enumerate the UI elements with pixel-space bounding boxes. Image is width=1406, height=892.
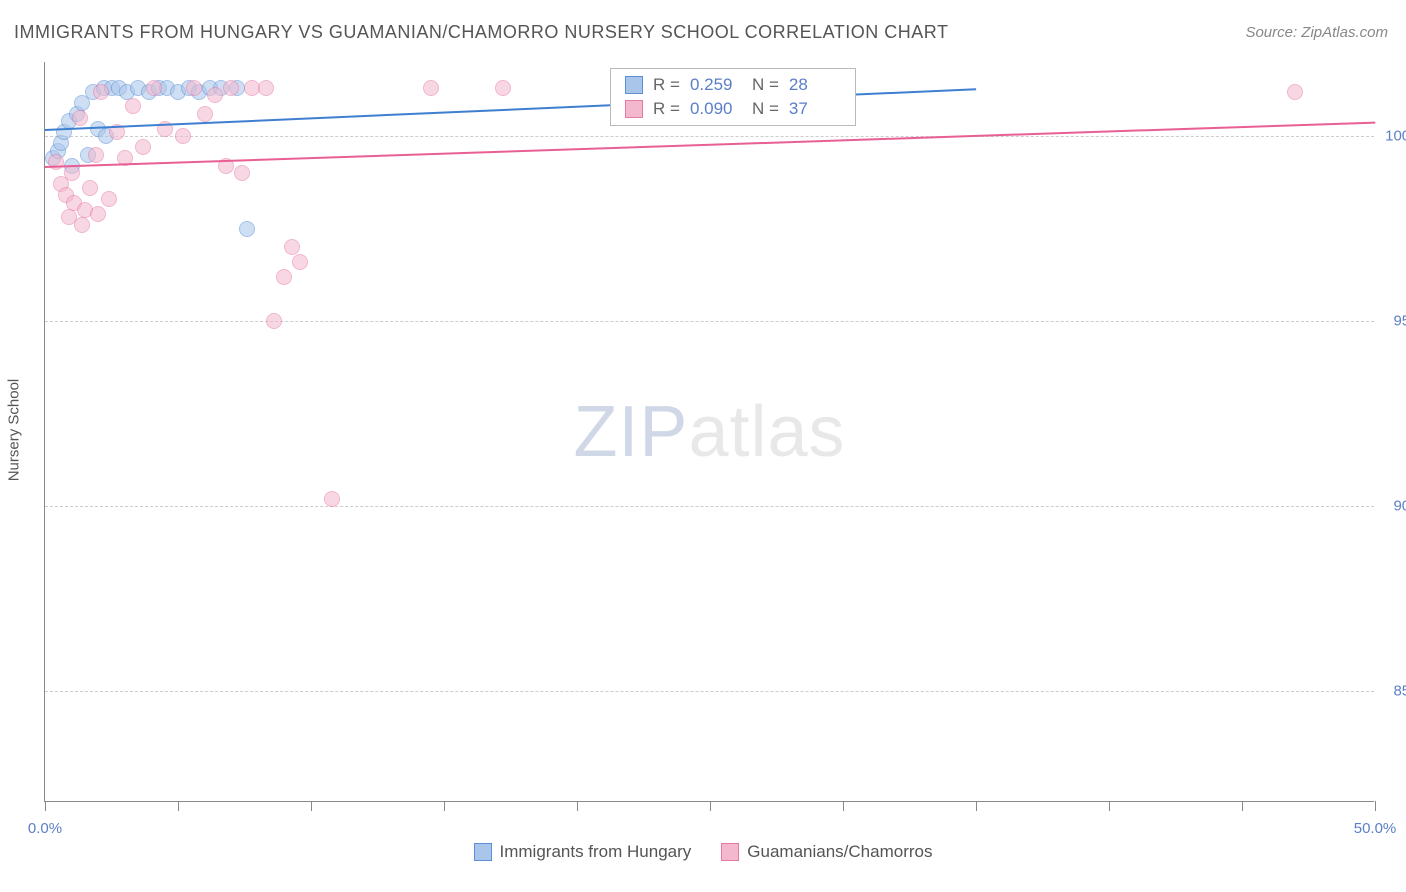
- data-point-guam: [207, 87, 223, 103]
- x-tick: [976, 801, 977, 811]
- data-point-guam: [146, 80, 162, 96]
- stats-row-hungary: R = 0.259 N = 28: [611, 73, 855, 97]
- x-tick: [1242, 801, 1243, 811]
- y-axis-label: Nursery School: [6, 379, 23, 482]
- data-point-guam: [1287, 84, 1303, 100]
- y-tick-label: 95.0%: [1380, 313, 1406, 330]
- watermark-part2: atlas: [688, 392, 845, 472]
- stats-row-guam: R = 0.090 N = 37: [611, 97, 855, 121]
- x-tick: [710, 801, 711, 811]
- watermark: ZIPatlas: [573, 391, 845, 473]
- data-point-guam: [423, 80, 439, 96]
- legend-swatch-hungary: [474, 843, 492, 861]
- r-label: R =: [653, 99, 680, 119]
- gridline: [45, 136, 1374, 137]
- swatch-hungary: [625, 76, 643, 94]
- x-tick-label: 50.0%: [1354, 820, 1397, 837]
- data-point-guam: [74, 217, 90, 233]
- n-value: 37: [789, 99, 841, 119]
- gridline: [45, 321, 1374, 322]
- legend-swatch-guam: [721, 843, 739, 861]
- x-tick: [311, 801, 312, 811]
- x-tick: [577, 801, 578, 811]
- correlation-stats-box: R = 0.259 N = 28 R = 0.090 N = 37: [610, 68, 856, 126]
- r-label: R =: [653, 75, 680, 95]
- data-point-guam: [223, 80, 239, 96]
- y-tick-label: 100.0%: [1380, 128, 1406, 145]
- legend-label: Guamanians/Chamorros: [747, 842, 932, 862]
- data-point-guam: [495, 80, 511, 96]
- data-point-guam: [284, 239, 300, 255]
- data-point-guam: [292, 254, 308, 270]
- data-point-guam: [101, 191, 117, 207]
- y-tick-label: 90.0%: [1380, 498, 1406, 515]
- x-tick-label: 0.0%: [28, 820, 62, 837]
- n-value: 28: [789, 75, 841, 95]
- data-point-guam: [135, 139, 151, 155]
- legend-item-hungary: Immigrants from Hungary: [474, 842, 692, 862]
- data-point-guam: [186, 80, 202, 96]
- data-point-guam: [90, 206, 106, 222]
- x-tick: [843, 801, 844, 811]
- gridline: [45, 506, 1374, 507]
- data-point-guam: [258, 80, 274, 96]
- legend: Immigrants from Hungary Guamanians/Chamor…: [0, 842, 1406, 862]
- data-point-guam: [234, 165, 250, 181]
- n-label: N =: [752, 75, 779, 95]
- data-point-guam: [125, 98, 141, 114]
- gridline: [45, 691, 1374, 692]
- data-point-guam: [93, 84, 109, 100]
- data-point-guam: [197, 106, 213, 122]
- data-point-guam: [72, 110, 88, 126]
- data-point-guam: [88, 147, 104, 163]
- swatch-guam: [625, 100, 643, 118]
- data-point-guam: [276, 269, 292, 285]
- n-label: N =: [752, 99, 779, 119]
- y-tick-label: 85.0%: [1380, 683, 1406, 700]
- legend-item-guam: Guamanians/Chamorros: [721, 842, 932, 862]
- regression-line-guam: [45, 121, 1375, 167]
- data-point-guam: [266, 313, 282, 329]
- x-tick: [178, 801, 179, 811]
- data-point-guam: [82, 180, 98, 196]
- chart-container: IMMIGRANTS FROM HUNGARY VS GUAMANIAN/CHA…: [0, 0, 1406, 892]
- r-value: 0.090: [690, 99, 742, 119]
- chart-title: IMMIGRANTS FROM HUNGARY VS GUAMANIAN/CHA…: [14, 22, 948, 43]
- x-tick: [45, 801, 46, 811]
- source-label: Source: ZipAtlas.com: [1245, 24, 1388, 41]
- x-tick: [444, 801, 445, 811]
- legend-label: Immigrants from Hungary: [500, 842, 692, 862]
- data-point-guam: [324, 491, 340, 507]
- r-value: 0.259: [690, 75, 742, 95]
- data-point-guam: [64, 165, 80, 181]
- x-tick: [1109, 801, 1110, 811]
- x-tick: [1375, 801, 1376, 811]
- data-point-guam: [175, 128, 191, 144]
- plot-area: ZIPatlas 100.0%95.0%90.0%85.0% 0.0%50.0%…: [44, 62, 1374, 802]
- watermark-part1: ZIP: [573, 392, 688, 472]
- data-point-hungary: [239, 221, 255, 237]
